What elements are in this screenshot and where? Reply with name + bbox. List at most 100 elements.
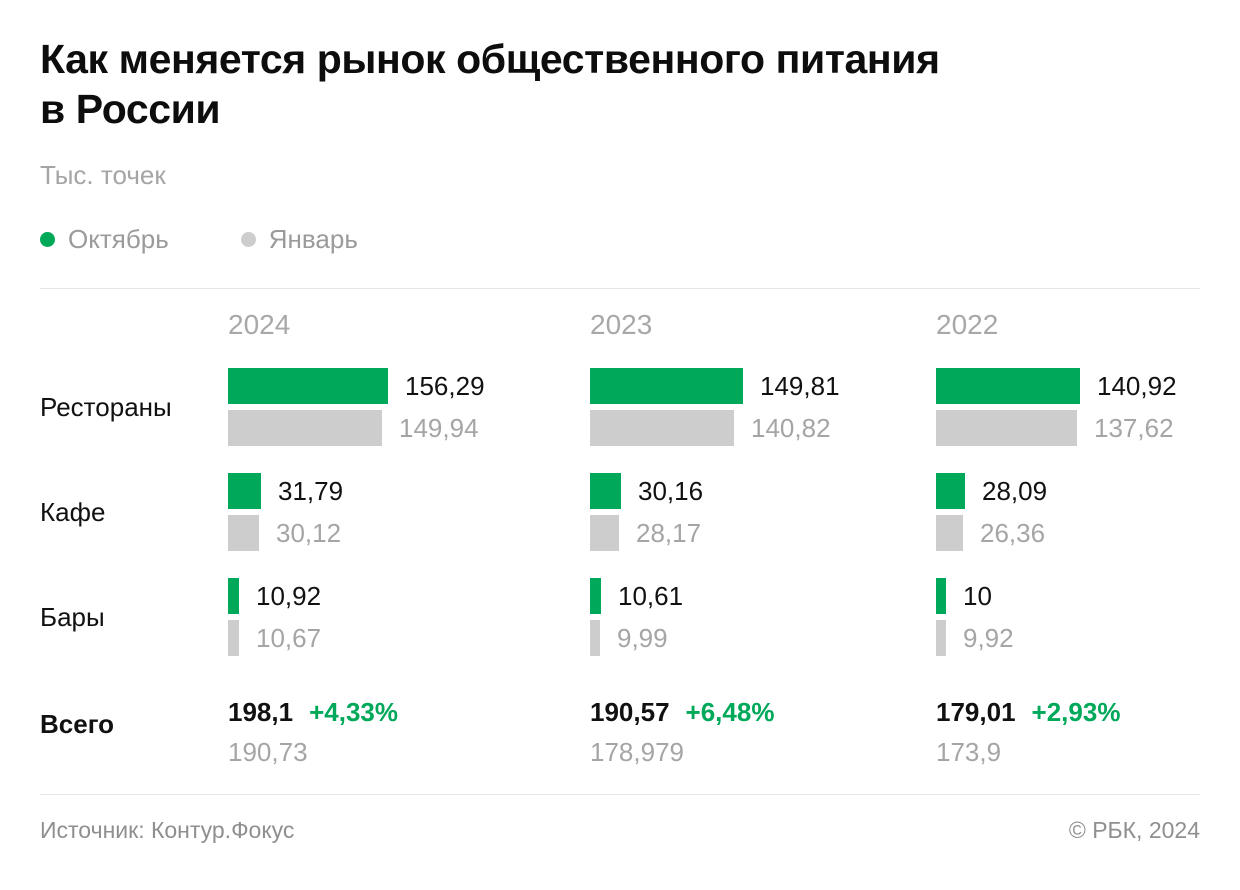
total-line-october: 198,1 +4,33% — [228, 697, 590, 728]
copyright-label: © РБК, 2024 — [1068, 817, 1200, 844]
value-cafes-2023-october: 30,16 — [638, 475, 704, 506]
bar-bars-2022-october — [936, 578, 946, 615]
row-label-total: Всего — [40, 709, 115, 740]
total-2022: 179,01 +2,93% 173,9 — [936, 697, 1200, 768]
total-line-october: 179,01 +2,93% — [936, 697, 1200, 728]
value-restaurants-2022-october: 140,92 — [1097, 370, 1177, 401]
bar-line-october: 140,92 — [936, 368, 1200, 405]
value-bars-2022-october: 10 — [963, 580, 992, 611]
bar-restaurants-2023-october — [590, 368, 743, 405]
bars-cafes-2024: 31,79 30,12 — [228, 473, 590, 552]
legend: Октябрь Январь — [40, 224, 1200, 255]
top-divider — [40, 288, 1200, 290]
bar-line-january: 140,82 — [590, 410, 936, 447]
year-header-2024: 2024 — [228, 309, 291, 341]
total-january-2022: 173,9 — [936, 737, 1002, 768]
legend-dot-october-icon — [40, 232, 55, 248]
value-restaurants-2023-october: 149,81 — [760, 370, 840, 401]
bar-line-october: 31,79 — [228, 473, 590, 510]
bar-cafes-2024-january — [228, 515, 259, 552]
bar-cafes-2022-october — [936, 473, 965, 510]
bar-bars-2022-january — [936, 620, 946, 657]
page-title: Как меняется рынок общественного питания… — [40, 36, 940, 133]
bar-line-january: 9,99 — [590, 620, 936, 657]
header-spacer-cell — [40, 309, 228, 341]
bar-bars-2023-january — [590, 620, 600, 657]
value-restaurants-2022-january: 137,62 — [1094, 412, 1174, 443]
bar-line-october: 149,81 — [590, 368, 936, 405]
units-label: Тыс. точек — [40, 160, 166, 191]
bar-restaurants-2024-january — [228, 410, 382, 447]
value-cafes-2024-october: 31,79 — [278, 475, 344, 506]
year-header-2023: 2023 — [590, 309, 653, 341]
bar-line-january: 149,94 — [228, 410, 590, 447]
bar-restaurants-2022-january — [936, 410, 1077, 447]
value-cafes-2024-january: 30,12 — [276, 517, 342, 548]
value-cafes-2022-january: 26,36 — [980, 517, 1046, 548]
bar-line-october: 30,16 — [590, 473, 936, 510]
bars-bars-2022: 10 9,92 — [936, 578, 1200, 657]
bar-line-january: 26,36 — [936, 515, 1200, 552]
bar-restaurants-2022-october — [936, 368, 1080, 405]
value-bars-2023-january: 9,99 — [617, 622, 668, 653]
value-restaurants-2024-january: 149,94 — [399, 412, 479, 443]
bars-bars-2024: 10,92 10,67 — [228, 578, 590, 657]
bars-cafes-2023: 30,16 28,17 — [590, 473, 936, 552]
bars-cafes-2022: 28,09 26,36 — [936, 473, 1200, 552]
legend-label-january: Январь — [268, 224, 358, 255]
bar-line-october: 10 — [936, 578, 1200, 615]
year-header-2022: 2022 — [936, 309, 999, 341]
value-restaurants-2024-october: 156,29 — [405, 370, 485, 401]
bars-bars-2023: 10,61 9,99 — [590, 578, 936, 657]
total-line-october: 190,57 +6,48% — [590, 697, 936, 728]
total-january-2023: 178,979 — [590, 737, 684, 768]
total-2023: 190,57 +6,48% 178,979 — [590, 697, 936, 768]
value-bars-2022-january: 9,92 — [963, 622, 1014, 653]
bar-restaurants-2023-january — [590, 410, 734, 447]
bar-cafes-2022-january — [936, 515, 963, 552]
bars-restaurants-2022: 140,92 137,62 — [936, 368, 1200, 447]
bars-restaurants-2023: 149,81 140,82 — [590, 368, 936, 447]
legend-item-october: Октябрь — [40, 224, 169, 255]
value-bars-2024-january: 10,67 — [256, 622, 322, 653]
legend-label-october: Октябрь — [68, 224, 169, 255]
total-october-2024: 198,1 — [228, 697, 294, 728]
bar-line-january: 137,62 — [936, 410, 1200, 447]
row-label-bars: Бары — [40, 601, 105, 632]
bar-line-october: 10,61 — [590, 578, 936, 615]
total-change-2022: +2,93% — [1031, 697, 1121, 728]
bar-cafes-2023-october — [590, 473, 621, 510]
bar-line-january: 9,92 — [936, 620, 1200, 657]
total-january-2024: 190,73 — [228, 737, 308, 768]
row-label-cafes: Кафе — [40, 496, 106, 527]
bar-line-january: 10,67 — [228, 620, 590, 657]
total-change-2023: +6,48% — [685, 697, 775, 728]
value-cafes-2023-january: 28,17 — [636, 517, 702, 548]
bar-bars-2024-october — [228, 578, 239, 615]
bar-restaurants-2024-october — [228, 368, 388, 405]
value-restaurants-2023-january: 140,82 — [751, 412, 831, 443]
total-october-2023: 190,57 — [590, 697, 670, 728]
bars-restaurants-2024: 156,29 149,94 — [228, 368, 590, 447]
value-cafes-2022-october: 28,09 — [982, 475, 1048, 506]
bar-line-october: 28,09 — [936, 473, 1200, 510]
total-2024: 198,1 +4,33% 190,73 — [228, 697, 590, 768]
bar-bars-2024-january — [228, 620, 239, 657]
bar-cafes-2024-october — [228, 473, 261, 510]
grouped-bar-chart: 2024 2023 2022 Рестораны 156,29 149,94 1… — [40, 289, 1200, 768]
row-label-restaurants: Рестораны — [40, 391, 172, 422]
source-label: Источник: Контур.Фокус — [40, 817, 295, 844]
bar-bars-2023-october — [590, 578, 601, 615]
value-bars-2024-october: 10,92 — [256, 580, 322, 611]
legend-item-january: Январь — [240, 224, 358, 255]
bar-line-october: 156,29 — [228, 368, 590, 405]
bottom-divider — [40, 794, 1200, 796]
bar-line-october: 10,92 — [228, 578, 590, 615]
footer: Источник: Контур.Фокус © РБК, 2024 — [40, 795, 1200, 844]
bar-line-january: 30,12 — [228, 515, 590, 552]
value-bars-2023-october: 10,61 — [618, 580, 684, 611]
bar-cafes-2023-january — [590, 515, 619, 552]
legend-dot-january-icon — [240, 232, 256, 248]
total-october-2022: 179,01 — [936, 697, 1016, 728]
